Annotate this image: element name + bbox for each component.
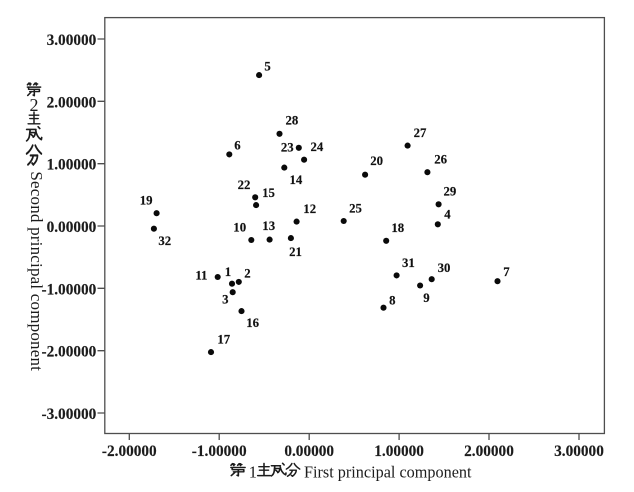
svg-text:3: 3 bbox=[222, 293, 228, 307]
svg-text:32: 32 bbox=[158, 234, 171, 248]
svg-text:-2.00000: -2.00000 bbox=[41, 344, 96, 361]
svg-text:Second principal component: Second principal component bbox=[27, 171, 46, 371]
svg-text:25: 25 bbox=[349, 202, 362, 216]
svg-text:17: 17 bbox=[217, 333, 230, 347]
svg-text:1.00000: 1.00000 bbox=[47, 157, 97, 174]
svg-text:19: 19 bbox=[140, 193, 153, 207]
svg-text:4: 4 bbox=[444, 208, 451, 222]
svg-text:10: 10 bbox=[233, 220, 246, 234]
svg-text:0.00000: 0.00000 bbox=[47, 219, 97, 236]
svg-text:9: 9 bbox=[423, 291, 429, 305]
svg-text:-2.00000: -2.00000 bbox=[102, 443, 157, 460]
svg-text:12: 12 bbox=[303, 202, 316, 216]
svg-text:20: 20 bbox=[370, 154, 383, 168]
svg-text:-1.00000: -1.00000 bbox=[192, 443, 247, 460]
svg-text:29: 29 bbox=[444, 184, 457, 198]
svg-text:11: 11 bbox=[195, 269, 207, 283]
svg-text:2.00000: 2.00000 bbox=[47, 94, 97, 111]
svg-text:8: 8 bbox=[389, 293, 395, 307]
svg-text:3.00000: 3.00000 bbox=[47, 32, 97, 49]
svg-text:1: 1 bbox=[225, 265, 231, 279]
svg-text:15: 15 bbox=[262, 186, 275, 200]
svg-text:31: 31 bbox=[402, 256, 415, 270]
svg-text:2: 2 bbox=[30, 95, 39, 115]
svg-text:2: 2 bbox=[244, 266, 250, 280]
svg-text:21: 21 bbox=[289, 245, 302, 259]
svg-text:0.00000: 0.00000 bbox=[284, 443, 334, 460]
svg-text:18: 18 bbox=[391, 221, 404, 235]
svg-text:27: 27 bbox=[414, 126, 427, 140]
svg-text:1.00000: 1.00000 bbox=[374, 443, 424, 460]
svg-text:14: 14 bbox=[290, 173, 303, 187]
svg-text:26: 26 bbox=[434, 153, 447, 167]
svg-text:7: 7 bbox=[503, 265, 510, 279]
svg-text:-3.00000: -3.00000 bbox=[41, 406, 96, 423]
svg-text:First principal component: First principal component bbox=[304, 463, 472, 482]
svg-text:16: 16 bbox=[246, 316, 259, 330]
svg-text:28: 28 bbox=[286, 114, 299, 128]
svg-text:-1.00000: -1.00000 bbox=[41, 281, 96, 298]
svg-text:2.00000: 2.00000 bbox=[464, 443, 514, 460]
svg-text:13: 13 bbox=[262, 219, 275, 233]
svg-text:5: 5 bbox=[264, 59, 270, 73]
svg-text:22: 22 bbox=[238, 178, 251, 192]
svg-text:30: 30 bbox=[438, 261, 451, 275]
svg-text:3.00000: 3.00000 bbox=[554, 443, 604, 460]
svg-text:6: 6 bbox=[234, 139, 241, 153]
svg-text:24: 24 bbox=[311, 140, 324, 154]
svg-text:23: 23 bbox=[281, 141, 294, 155]
svg-text:1: 1 bbox=[249, 462, 257, 481]
